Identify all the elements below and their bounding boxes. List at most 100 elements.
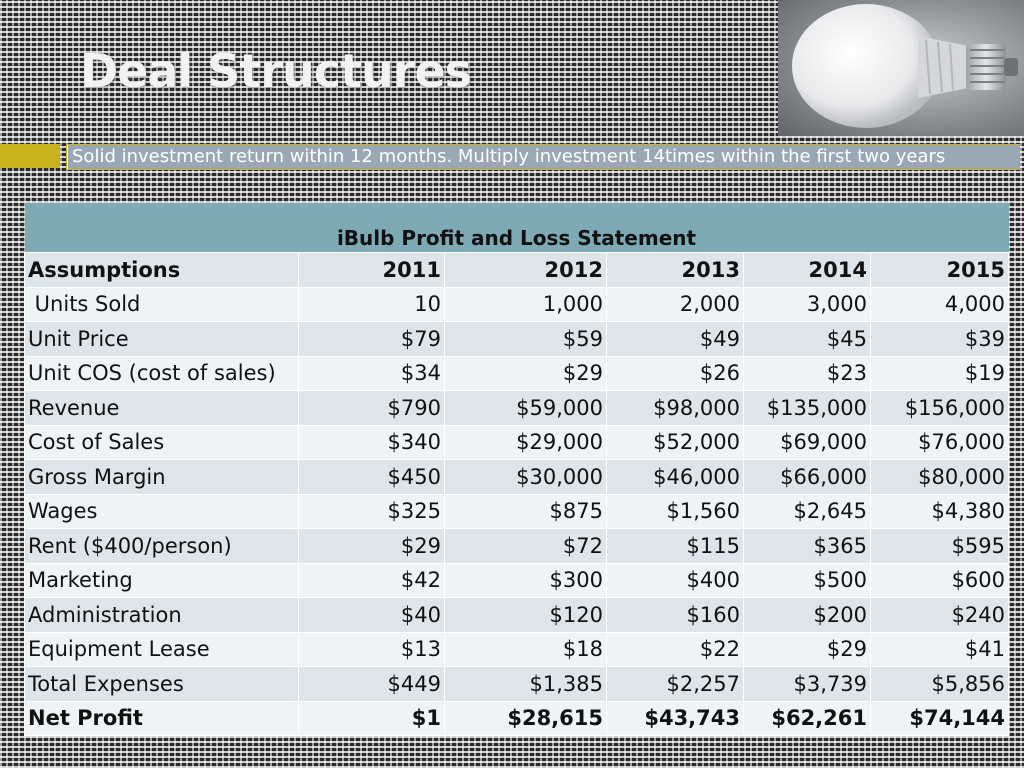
table-row: Net Profit $1 $28,615 $43,743 $62,261 $74,144: [24, 700, 1010, 736]
slide-title: Deal Structures: [80, 44, 472, 98]
table-cell: 2011: [298, 252, 445, 288]
table-cell: 2014: [743, 252, 871, 288]
table-row: Cost of Sales $340 $29,000 $52,000 $69,000 $7…: [24, 424, 1010, 460]
table-cell: $500: [743, 562, 871, 598]
row-label: Unit COS (cost of sales): [24, 355, 299, 391]
table-cell: $46,000: [606, 459, 744, 495]
table-cell: $18: [444, 631, 607, 667]
table-row: Gross Margin $450 $30,000 $46,000 $66,000 $80…: [24, 459, 1010, 495]
table-cell: $200: [743, 597, 871, 633]
table-cell: $30,000: [444, 459, 607, 495]
row-label: Revenue: [24, 390, 299, 426]
table-cell: $40: [298, 597, 445, 633]
light-bulb-image: [778, 0, 1024, 136]
table-cell: $13: [298, 631, 445, 667]
row-label: Cost of Sales: [24, 424, 299, 460]
table-cell: $115: [606, 528, 744, 564]
table-cell: $790: [298, 390, 445, 426]
table-cell: 2015: [869, 252, 1010, 288]
table-row: Wages $325 $875 $1,560 $2,645 $4,380: [24, 493, 1010, 529]
accent-bar: [0, 144, 60, 168]
table-cell: $62,261: [743, 700, 871, 736]
table-row: Rent ($400/person) $29 $72 $115 $365 $595: [24, 528, 1010, 564]
table-cell: $2,645: [743, 493, 871, 529]
table-cell: 4,000: [869, 286, 1010, 322]
table-cell: $42: [298, 562, 445, 598]
table-cell: 2012: [444, 252, 607, 288]
table-row: Marketing $42 $300 $400 $500 $600: [24, 562, 1010, 598]
table-cell: $300: [444, 562, 607, 598]
slide-subtitle: Solid investment return within 12 months…: [68, 145, 1020, 169]
table-row: Units Sold 10 1,000 2,000 3,000 4,000: [24, 286, 1010, 322]
table-cell: $600: [869, 562, 1010, 598]
table-header-row: Assumptions 2011 2012 2013 2014 2015: [24, 252, 1010, 288]
table-cell: $74,144: [869, 700, 1010, 736]
table-cell: $72: [444, 528, 607, 564]
table-cell: $29: [743, 631, 871, 667]
row-label: Net Profit: [24, 700, 299, 736]
row-label: Administration: [24, 597, 299, 633]
row-label: Unit Price: [24, 321, 299, 357]
table-cell: $80,000: [869, 459, 1010, 495]
table-cell: $135,000: [743, 390, 871, 426]
table-cell: $240: [869, 597, 1010, 633]
table-cell: $28,615: [444, 700, 607, 736]
table-cell: $160: [606, 597, 744, 633]
table-cell: $3,739: [743, 666, 871, 702]
table-cell: 3,000: [743, 286, 871, 322]
table-cell: $23: [743, 355, 871, 391]
table-cell: $449: [298, 666, 445, 702]
table-cell: $1,385: [444, 666, 607, 702]
table-cell: 2,000: [606, 286, 744, 322]
table-cell: $45: [743, 321, 871, 357]
table-row: Equipment Lease $13 $18 $22 $29 $41: [24, 631, 1010, 667]
table-cell: $2,257: [606, 666, 744, 702]
row-label: Gross Margin: [24, 459, 299, 495]
row-label: Rent ($400/person): [24, 528, 299, 564]
table-cell: $29: [298, 528, 445, 564]
table-cell: $4,380: [869, 493, 1010, 529]
table-cell: $49: [606, 321, 744, 357]
row-label: Units Sold: [24, 286, 299, 322]
table-cell: $1,560: [606, 493, 744, 529]
row-label: Wages: [24, 493, 299, 529]
table-cell: $34: [298, 355, 445, 391]
table-cell: $26: [606, 355, 744, 391]
row-label: Equipment Lease: [24, 631, 299, 667]
table-cell: 10: [298, 286, 445, 322]
row-label: Assumptions: [24, 252, 299, 288]
table-cell: $19: [869, 355, 1010, 391]
table-cell: $43,743: [606, 700, 744, 736]
table-cell: $59,000: [444, 390, 607, 426]
table-cell: $79: [298, 321, 445, 357]
table-cell: $340: [298, 424, 445, 460]
table-row: Unit Price $79 $59 $49 $45 $39: [24, 321, 1010, 357]
table-cell: $400: [606, 562, 744, 598]
profit-loss-table: iBulb Profit and Loss Statement Assumpti…: [24, 203, 1010, 736]
table-cell: $156,000: [869, 390, 1010, 426]
table-row: Revenue $790 $59,000 $98,000 $135,000 $156,00…: [24, 390, 1010, 426]
table-cell: $5,856: [869, 666, 1010, 702]
table-cell: $76,000: [869, 424, 1010, 460]
table-cell: $875: [444, 493, 607, 529]
table-cell: $29: [444, 355, 607, 391]
table-cell: $39: [869, 321, 1010, 357]
table-cell: $52,000: [606, 424, 744, 460]
table-cell: $325: [298, 493, 445, 529]
row-label: Total Expenses: [24, 666, 299, 702]
table-cell: $595: [869, 528, 1010, 564]
table-row: Administration $40 $120 $160 $200 $240: [24, 597, 1010, 633]
table-cell: $98,000: [606, 390, 744, 426]
table-cell: 1,000: [444, 286, 607, 322]
table-cell: 2013: [606, 252, 744, 288]
light-bulb-icon: [792, 4, 1018, 128]
table-cell: $450: [298, 459, 445, 495]
table-cell: $120: [444, 597, 607, 633]
table-cell: $365: [743, 528, 871, 564]
table-cell: $22: [606, 631, 744, 667]
table-cell: $66,000: [743, 459, 871, 495]
table-cell: $69,000: [743, 424, 871, 460]
table-cell: $59: [444, 321, 607, 357]
row-label: Marketing: [24, 562, 299, 598]
table-caption: iBulb Profit and Loss Statement: [24, 203, 1009, 253]
